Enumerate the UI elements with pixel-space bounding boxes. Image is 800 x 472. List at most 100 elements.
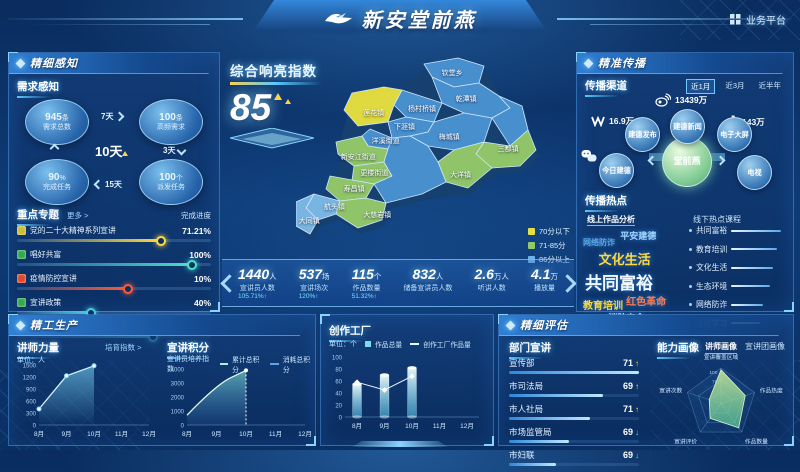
svg-text:12月: 12月 bbox=[298, 430, 311, 438]
topic-slider[interactable] bbox=[17, 259, 211, 270]
stat-number: 4.1 bbox=[530, 266, 551, 283]
up-arrow-icon bbox=[285, 99, 292, 104]
map-town-label[interactable]: 航头镇 bbox=[324, 204, 345, 211]
panel-evaluate-title: 精细评估 bbox=[520, 320, 568, 332]
svg-text:1200: 1200 bbox=[23, 376, 37, 382]
map-town-label[interactable]: 乾潭镇 bbox=[455, 96, 477, 103]
topic-slider[interactable] bbox=[17, 283, 211, 294]
wechat-metric bbox=[581, 149, 597, 162]
panel-produce-title: 精工生产 bbox=[30, 320, 78, 332]
map-town-label[interactable]: 寿昌镇 bbox=[343, 186, 365, 193]
department-value: 71 bbox=[622, 358, 633, 368]
header-subline-right bbox=[590, 24, 770, 25]
weibo-icon bbox=[655, 93, 671, 107]
cloud-word: 网络防诈 bbox=[583, 238, 615, 247]
demand-edge-bottom: 15天 bbox=[93, 179, 122, 190]
topic-row-head: 唱好共富 100% bbox=[17, 249, 211, 260]
hot-course-row: 文化生活 bbox=[689, 262, 787, 273]
department-row-head: 市司法局 69 ↑ bbox=[509, 380, 639, 392]
topic-label: 唱好共富 bbox=[30, 250, 62, 259]
svg-text:2000: 2000 bbox=[171, 396, 185, 402]
topic-slider-knob[interactable] bbox=[155, 235, 166, 246]
topic-slider-knob[interactable] bbox=[122, 283, 133, 294]
map-town-label[interactable]: 洋溪街道 bbox=[371, 138, 400, 145]
stat-unit: 个 bbox=[373, 272, 382, 282]
channel-bubble-tv[interactable]: 电视 bbox=[737, 155, 772, 190]
svg-text:作品热度: 作品热度 bbox=[760, 387, 783, 395]
shipinhao-metric: 16.9万 bbox=[591, 115, 634, 127]
factory-chart: 0 20 40 60 80 100 8月 9月 10月 11月 12月 bbox=[332, 356, 479, 430]
banner-right-chevron-icon bbox=[557, 273, 577, 293]
bullet-dot-icon bbox=[689, 284, 692, 288]
legend-total-points: 累计总积分 bbox=[219, 354, 265, 374]
tab-offline-courses[interactable]: 线下热点课程 bbox=[693, 215, 741, 224]
map-town-label[interactable]: 大洋镇 bbox=[450, 172, 471, 179]
map-svg bbox=[295, 57, 539, 240]
topics-more-link[interactable]: 更多 > bbox=[67, 211, 89, 220]
panel-spread-header: 精准传播 bbox=[577, 53, 793, 74]
channel-bubble-center[interactable]: 堂前燕 bbox=[662, 137, 712, 187]
map-town-label[interactable]: 三都镇 bbox=[497, 146, 519, 153]
demand-bubble-done: 90% 完成任务 bbox=[25, 159, 89, 205]
channel-bubble-cluster: 堂前燕 建德新闻 建德发布 电子大屏 今日建德 电视 bbox=[589, 109, 781, 190]
cultivation-index-link[interactable]: 培育指数 > bbox=[105, 343, 142, 352]
svg-text:0: 0 bbox=[339, 416, 343, 422]
map-town-label[interactable]: 新安江街道 bbox=[340, 154, 376, 161]
panel-sense-header: 精细感知 bbox=[9, 53, 219, 74]
svg-text:75: 75 bbox=[712, 379, 718, 385]
department-bar bbox=[509, 394, 603, 397]
svg-text:8月: 8月 bbox=[34, 430, 44, 438]
svg-text:60: 60 bbox=[335, 380, 342, 386]
channel-bubble-screen[interactable]: 电子大屏 bbox=[717, 117, 752, 152]
panel-factory: 创作工厂 单位：个 作品总量 创作工厂作品量 0 20 40 60 80 100 8月 9月 1… bbox=[320, 314, 494, 446]
stat-label: 储备宣讲员人数 bbox=[403, 284, 453, 292]
department-value: 71 bbox=[622, 404, 633, 414]
channel-bubble-fabu[interactable]: 建德发布 bbox=[625, 117, 660, 152]
filter-halfyear[interactable]: 近半年 bbox=[758, 81, 782, 90]
map-town-label[interactable]: 杨村桥镇 bbox=[408, 106, 436, 113]
map-town-label[interactable]: 梅城镇 bbox=[438, 134, 460, 141]
wechat-icon bbox=[581, 150, 597, 162]
map-town-label[interactable]: 钦堂乡 bbox=[441, 70, 463, 77]
topic-icon bbox=[17, 250, 26, 259]
topic-row-head: 疫情防控宣讲 10% bbox=[17, 273, 211, 284]
header-band: 新安堂前燕 bbox=[250, 0, 550, 36]
topic-slider[interactable] bbox=[17, 235, 211, 246]
map-town-label[interactable]: 莲花镇 bbox=[363, 110, 385, 117]
points-chart-title: 宣讲积分 bbox=[167, 340, 209, 359]
svg-text:宣讲覆盖区域: 宣讲覆盖区域 bbox=[704, 353, 739, 361]
department-row-head: 市场监管局 69 ↓ bbox=[509, 426, 639, 438]
map-town-label[interactable]: 大同镇 bbox=[298, 218, 320, 225]
topic-value: 40% bbox=[193, 297, 211, 308]
factory-title: 创作工厂 bbox=[329, 323, 371, 342]
topics-header-row: 重点专题 更多 > 完成进度 bbox=[17, 207, 211, 226]
stat-value: 115个 bbox=[352, 265, 382, 284]
topic-row: 唱好共富 100% bbox=[17, 249, 211, 270]
filter-3month[interactable]: 近3月 bbox=[725, 81, 745, 90]
filter-1month[interactable]: 近1月 bbox=[686, 79, 716, 94]
index-platform-decor bbox=[229, 127, 315, 149]
channel-bubble-jinri[interactable]: 今日建德 bbox=[599, 153, 634, 188]
city-map: 钦堂乡乾潭镇杨村桥镇莲花镇下涯镇洋溪街道 梅城镇三都镇新安江街道更楼街道 大洋镇寿昌… bbox=[295, 56, 576, 256]
stat-delta: 105.71%↑ bbox=[238, 292, 267, 300]
up-arrow-icon: ↑ bbox=[635, 404, 639, 414]
tab-lecturer-profile[interactable]: 讲师画像 bbox=[705, 341, 737, 354]
stat-unit: 人 bbox=[435, 272, 444, 282]
stat-number: 115 bbox=[351, 266, 374, 283]
map-town-label[interactable]: 大慈岩镇 bbox=[363, 212, 392, 219]
bullet-dot-icon bbox=[689, 303, 692, 306]
svg-text:4000: 4000 bbox=[171, 368, 185, 374]
platform-switcher[interactable]: 业务平台 bbox=[730, 12, 786, 27]
tab-team-profile[interactable]: 宣讲团画像 bbox=[745, 342, 785, 351]
map-town-label[interactable]: 更楼街道 bbox=[360, 170, 389, 177]
svg-text:10月: 10月 bbox=[405, 422, 419, 430]
index-underline bbox=[230, 82, 322, 85]
map-town-label[interactable]: 下涯镇 bbox=[394, 124, 415, 131]
legend-label: 70分以下 bbox=[539, 227, 570, 236]
channel-bubble-news[interactable]: 建德新闻 bbox=[670, 109, 705, 144]
tab-online-works[interactable]: 线上作品分析 bbox=[587, 215, 635, 226]
topic-slider-knob[interactable] bbox=[186, 259, 197, 270]
down-arrow-icon: ↓ bbox=[635, 450, 639, 460]
bullet-dot-icon bbox=[689, 229, 692, 232]
legend-swatch bbox=[528, 228, 535, 235]
